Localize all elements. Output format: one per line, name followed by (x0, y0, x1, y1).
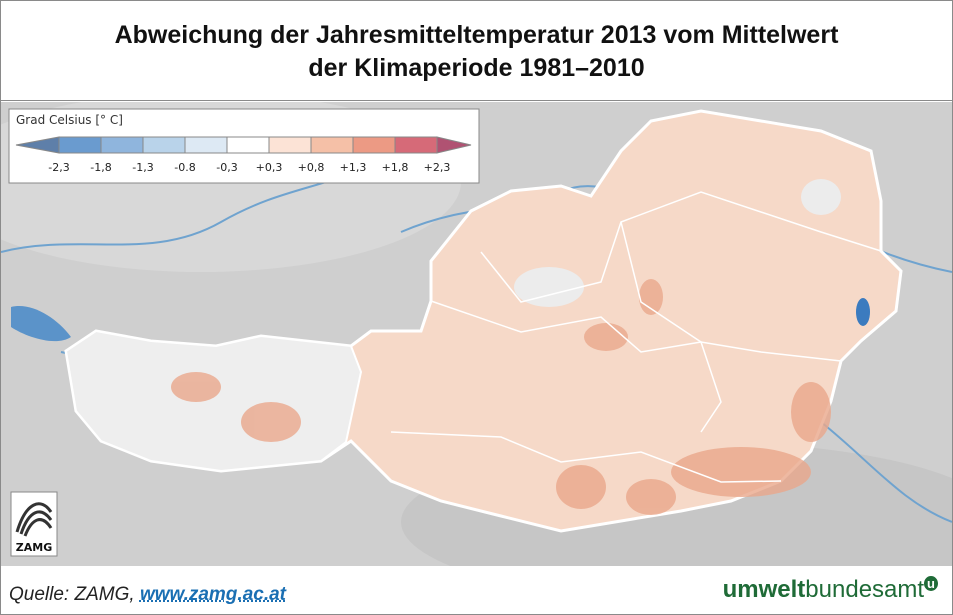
legend-swatch (185, 137, 227, 153)
legend-swatch (353, 137, 395, 153)
legend-swatch (59, 137, 101, 153)
hotspot (584, 323, 628, 351)
legend-swatch (269, 137, 311, 153)
hotspot (241, 402, 301, 442)
legend-label: -0,3 (216, 161, 237, 174)
hotspot (791, 382, 831, 442)
hotspot (671, 447, 811, 497)
title-line: Abweichung der Jahresmitteltemperatur 20… (1, 19, 952, 52)
legend-swatch (227, 137, 269, 153)
legend-label: +0,8 (298, 161, 325, 174)
legend-label: +1,8 (382, 161, 409, 174)
legend-swatch (143, 137, 185, 153)
cool-area (801, 179, 841, 215)
source-text: Quelle: ZAMG, (9, 584, 135, 605)
legend-label: -2,3 (48, 161, 69, 174)
legend-label: -1,3 (132, 161, 153, 174)
legend-label: +1,3 (340, 161, 367, 174)
source-link[interactable]: www.zamg.ac.at (140, 584, 286, 605)
hotspot (626, 479, 676, 515)
title-line: der Klimaperiode 1981–2010 (1, 52, 952, 85)
map: Grad Celsius [° C] -2,3 -1,8 -1,3 -0.8 -0,3 +… (1, 102, 952, 566)
zamg-text: ZAMG (16, 541, 52, 554)
legend-title: Grad Celsius [° C] (16, 113, 123, 127)
brand-regular: bundesamt (805, 576, 924, 603)
hotspot (556, 465, 606, 509)
legend-swatch (395, 137, 437, 153)
legend-label: +2,3 (424, 161, 451, 174)
hotspot (171, 372, 221, 402)
page: Abweichung der Jahresmitteltemperatur 20… (0, 0, 953, 615)
brand-mark: u (924, 576, 938, 591)
brand-bold: umwelt (723, 576, 806, 603)
legend-label: -1,8 (90, 161, 111, 174)
hotspot (639, 279, 663, 315)
legend-swatch (101, 137, 143, 153)
title: Abweichung der Jahresmitteltemperatur 20… (1, 1, 952, 101)
legend-swatch (311, 137, 353, 153)
legend-label: -0.8 (174, 161, 195, 174)
lake (856, 298, 870, 326)
source: Quelle: ZAMG, www.zamg.ac.at (9, 584, 286, 606)
legend-label: +0,3 (256, 161, 283, 174)
